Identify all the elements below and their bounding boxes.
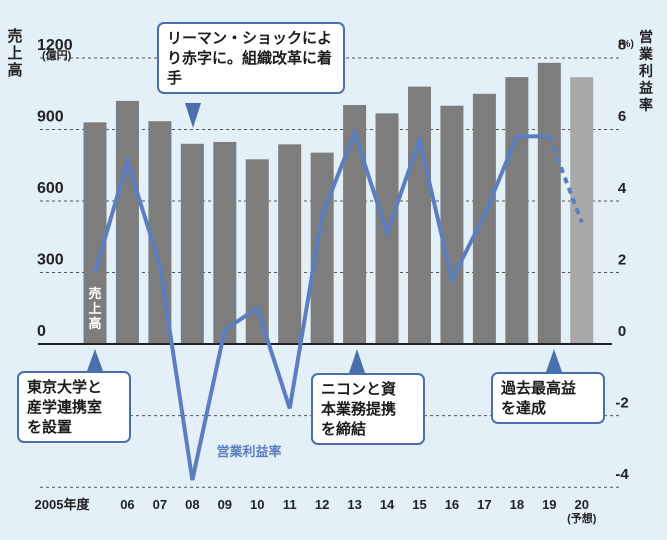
right-axis-unit: (%) xyxy=(618,39,634,50)
svg-text:営: 営 xyxy=(639,29,653,45)
x-tick-label: 20 xyxy=(575,497,589,512)
left-tick-label: 0 xyxy=(37,323,46,340)
bar xyxy=(505,77,529,344)
right-tick-label: -2 xyxy=(615,395,628,412)
line-series xyxy=(93,126,584,481)
left-tick-label: 900 xyxy=(37,109,64,126)
axes: 0 300 600 900 1200 -4 -2 0 2 4 6 8 2005年度 06 07 08 09 10 1… xyxy=(7,27,654,525)
bar xyxy=(213,141,237,344)
x-tick-label: 06 xyxy=(120,497,134,512)
left-axis-title: 売上高 xyxy=(7,27,22,79)
left-tick-label: 300 xyxy=(37,252,64,269)
right-tick-label: 6 xyxy=(618,108,626,125)
svg-text:業: 業 xyxy=(638,46,654,62)
bar xyxy=(115,100,139,345)
bar xyxy=(278,144,302,344)
right-axis-title: 営業利益率 xyxy=(638,29,654,113)
callout-pointer xyxy=(546,349,562,372)
x-tick-label: 16 xyxy=(445,497,459,512)
bar xyxy=(245,159,269,344)
svg-text:利: 利 xyxy=(639,63,653,79)
line-forecast xyxy=(547,135,584,223)
x-tick-label: 09 xyxy=(218,497,232,512)
right-tick-label: 2 xyxy=(618,251,626,268)
x-tick-label: 13 xyxy=(347,497,361,512)
x-tick-label: 17 xyxy=(477,497,491,512)
callout-todai-text: 東京大学と 産学連携室 を設置 xyxy=(27,378,103,436)
line-series-label: 営業利益率 xyxy=(216,444,281,460)
bar xyxy=(310,152,334,344)
x-tick-label: 14 xyxy=(380,497,395,512)
x-tick-label: 11 xyxy=(283,497,297,512)
callout-pointer xyxy=(87,349,103,371)
bar-series-label: 売上高 xyxy=(88,286,101,332)
forecast-note: (予想) xyxy=(567,511,597,525)
bar-series xyxy=(83,62,594,345)
bar xyxy=(343,104,367,344)
left-tick-label: 600 xyxy=(37,180,64,197)
left-axis-unit: (億円) xyxy=(42,48,72,62)
callout-nikon: ニコンと資 本業務提携 を締結 xyxy=(311,373,425,445)
x-tick-label: 15 xyxy=(412,497,426,512)
right-tick-label: 0 xyxy=(618,323,626,340)
x-tick-label: 07 xyxy=(153,497,167,512)
svg-text:高: 高 xyxy=(7,61,22,79)
svg-text:上: 上 xyxy=(7,45,22,62)
callout-todai: 東京大学と 産学連携室 を設置 xyxy=(17,371,131,443)
svg-text:売: 売 xyxy=(88,286,101,302)
bar xyxy=(570,77,594,344)
right-tick-label: 4 xyxy=(618,180,627,197)
right-tick-label: 8 xyxy=(618,37,626,54)
right-tick-label: -4 xyxy=(615,466,629,483)
callout-lehman: リーマン・ショックにより赤字に。組織改革に着手 xyxy=(157,22,345,94)
bar xyxy=(440,105,464,344)
svg-text:上: 上 xyxy=(88,302,101,317)
callout-pointer xyxy=(349,349,365,373)
x-tick-label: 12 xyxy=(315,497,329,512)
bar xyxy=(180,143,204,344)
bar xyxy=(408,86,431,345)
x-tick-label: 18 xyxy=(510,497,524,512)
x-tick-label: 08 xyxy=(185,497,199,512)
callout-pointer xyxy=(185,103,201,128)
line-solid xyxy=(93,126,550,481)
svg-text:率: 率 xyxy=(639,97,653,113)
svg-text:高: 高 xyxy=(88,316,101,332)
x-tick-label: 10 xyxy=(250,497,264,512)
callout-nikon-text: ニコンと資 本業務提携 を締結 xyxy=(321,380,397,438)
callout-record-text: 過去最高益 を達成 xyxy=(501,379,577,417)
svg-text:益: 益 xyxy=(639,80,653,96)
bar xyxy=(537,62,561,344)
svg-text:売: 売 xyxy=(7,27,22,45)
x-tick-label: 2005年度 xyxy=(35,497,91,512)
bar xyxy=(148,121,172,344)
left-tick-label: 1200 xyxy=(37,37,73,54)
callout-pointers xyxy=(87,103,562,373)
bar xyxy=(83,122,107,344)
x-tick-label: 19 xyxy=(542,497,556,512)
callout-record: 過去最高益 を達成 xyxy=(491,372,605,424)
callout-lehman-text: リーマン・ショックにより赤字に。組織改革に着手 xyxy=(167,29,333,87)
